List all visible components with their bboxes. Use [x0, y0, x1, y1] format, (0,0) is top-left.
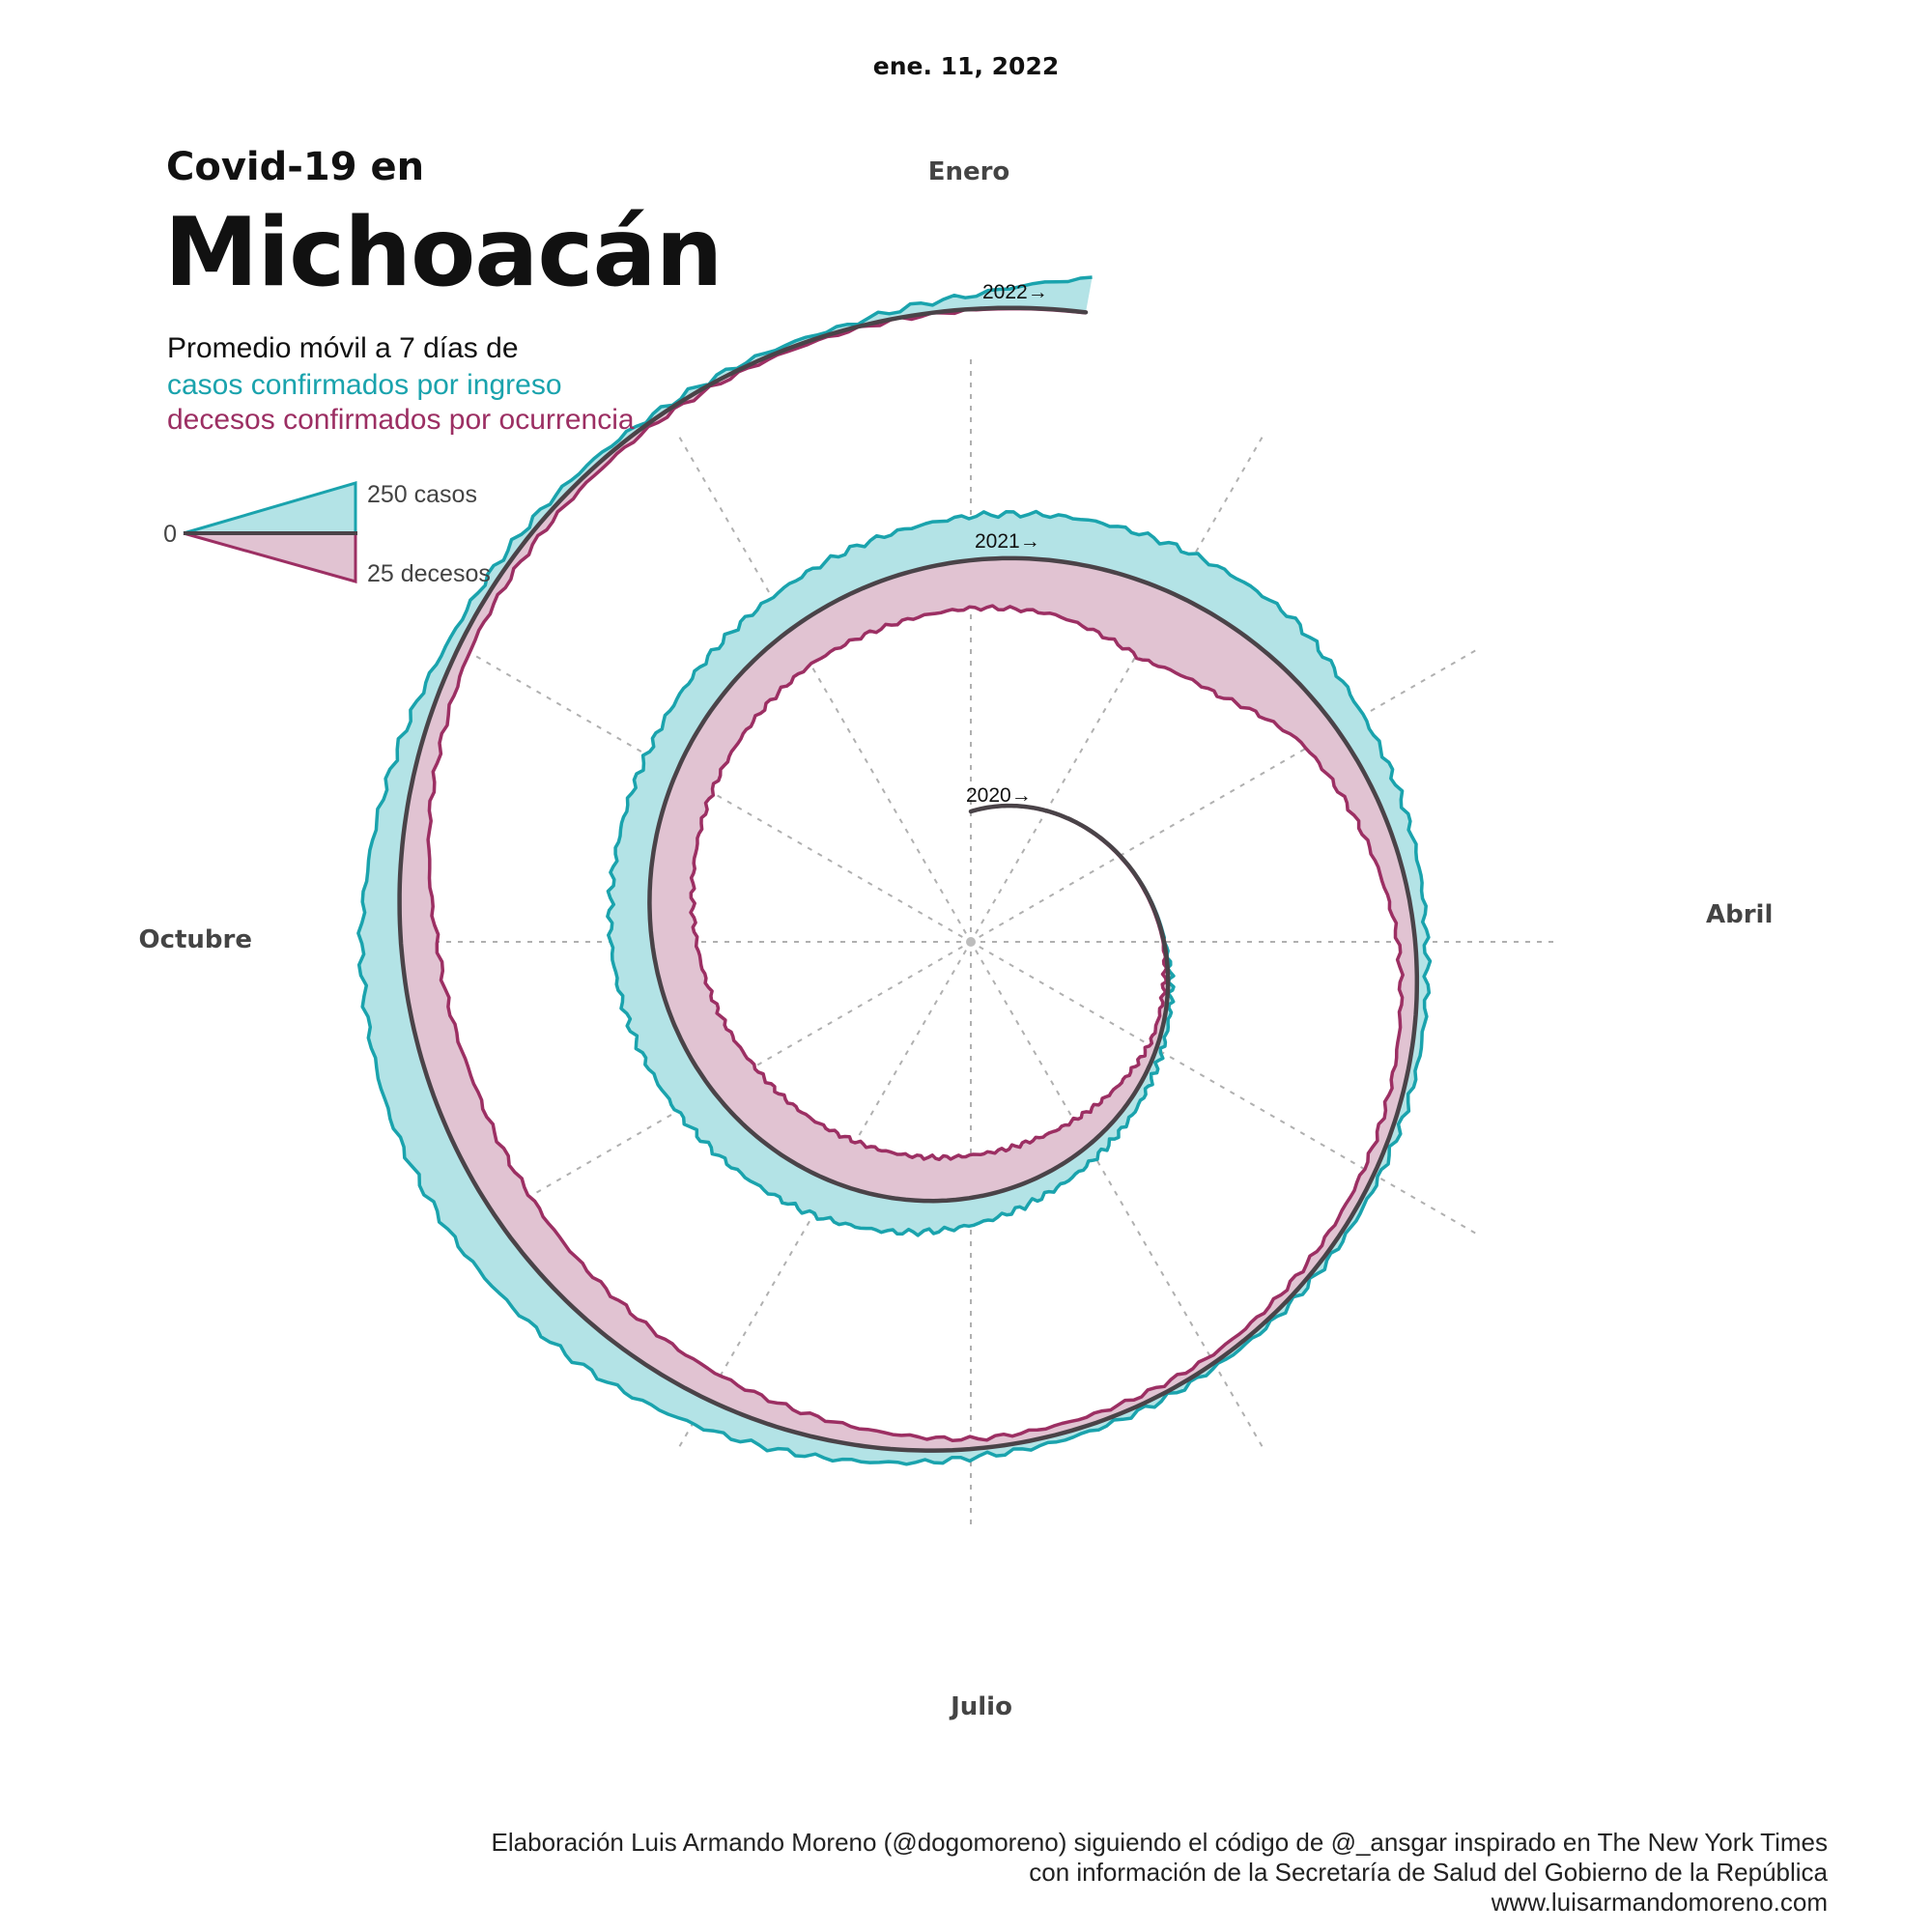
deaths-area	[399, 307, 1417, 1451]
legend-deaths-line	[183, 531, 357, 583]
credit-line-3: www.luisarmandomoreno.com	[1491, 1888, 1828, 1917]
credits: Elaboración Luis Armando Moreno (@dogomo…	[492, 1828, 1828, 1918]
legend-deaths-label: 25 decesos	[367, 560, 491, 587]
grid-spoke	[975, 431, 1266, 934]
month-label-abril: Abril	[1706, 900, 1773, 929]
legend-zero-label: 0	[163, 521, 177, 548]
cases-line	[356, 275, 1433, 1466]
cases-area	[357, 277, 1431, 1464]
grid-spoke	[975, 950, 1266, 1453]
deaths-line	[426, 306, 1405, 1443]
credit-line-2: con información de la Secretaría de Salu…	[1029, 1858, 1828, 1887]
subtitle-cases: casos confirmados por ingreso	[167, 369, 562, 401]
chart-supertitle: Covid-19 en	[166, 145, 425, 189]
grid-spoke	[979, 646, 1482, 938]
chart-labels: Enero Abril Julio Octubre 2020→ 2021→ 20…	[138, 157, 1773, 1721]
credit-line-1: Elaboración Luis Armando Moreno (@dogomo…	[491, 1828, 1828, 1857]
center-dot	[966, 937, 976, 947]
spiral-baseline	[397, 305, 1420, 1453]
legend-cases-line	[183, 480, 357, 535]
grid-spoke	[979, 946, 1482, 1237]
month-label-octubre: Octubre	[138, 925, 252, 954]
month-label-enero: Enero	[928, 157, 1010, 186]
month-label-julio: Julio	[949, 1692, 1012, 1721]
grid-spoke	[675, 431, 967, 934]
chart-date: ene. 11, 2022	[872, 52, 1060, 80]
year-label-2021: 2021→	[975, 530, 1040, 553]
year-label-2022: 2022→	[982, 281, 1048, 303]
chart-title: Michoacán	[164, 198, 723, 308]
subtitle-deaths: decesos confirmados por ocurrencia	[167, 404, 635, 436]
data-areas	[356, 275, 1433, 1466]
legend-cases-label: 250 casos	[367, 481, 477, 508]
subtitle-intro: Promedio móvil a 7 días de	[167, 332, 519, 364]
legend: 0 250 casos 25 decesos	[163, 480, 491, 587]
year-label-2020: 2020→	[966, 784, 1032, 807]
